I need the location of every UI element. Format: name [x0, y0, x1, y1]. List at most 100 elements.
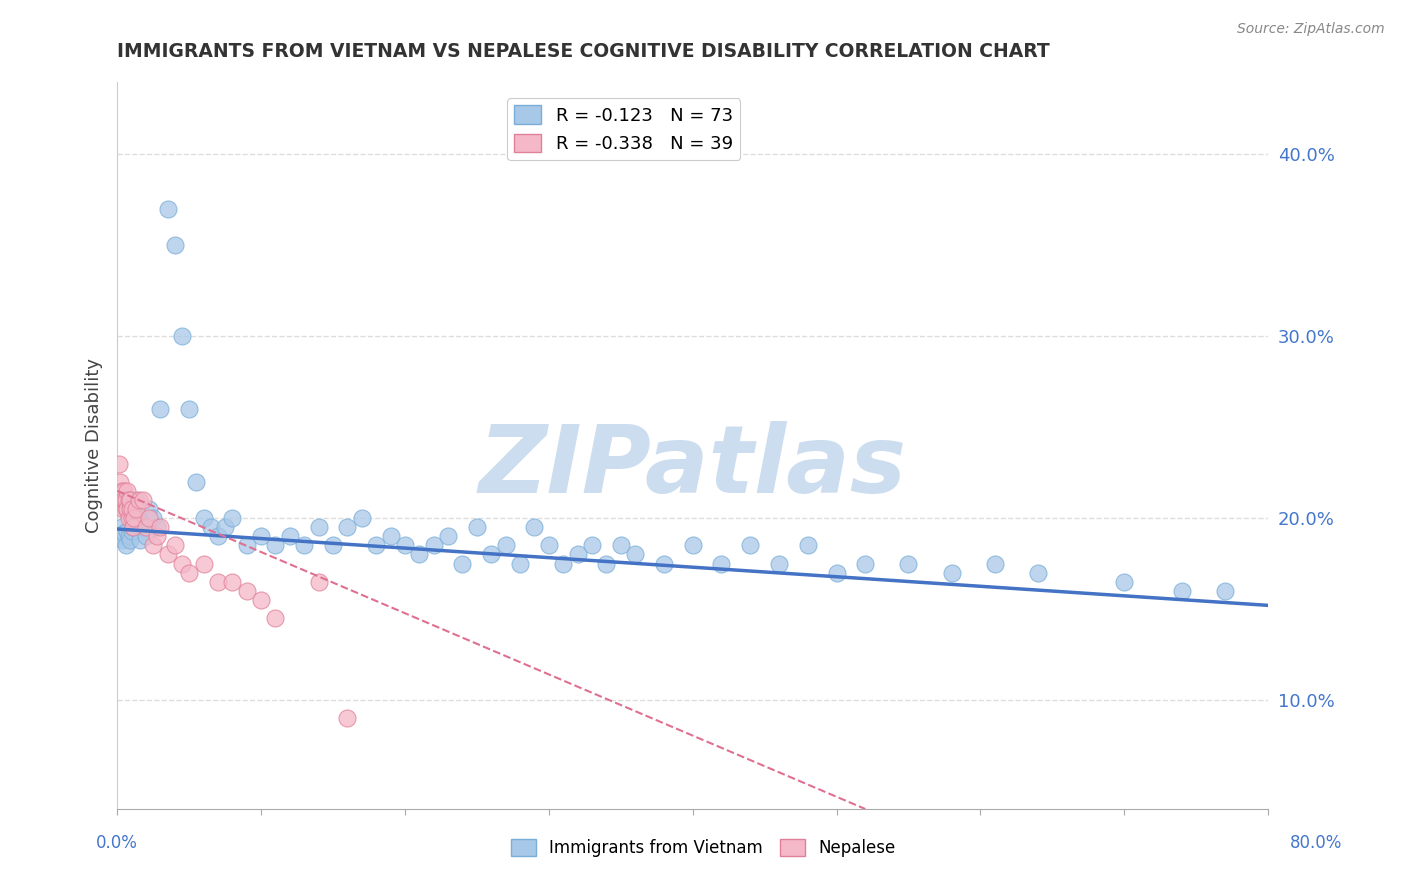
Point: [138, 502, 160, 516]
Point: [609, 538, 631, 552]
Point: [111, 533, 134, 547]
Point: [163, 238, 186, 252]
Point: [132, 520, 155, 534]
Point: [193, 511, 215, 525]
Point: [118, 492, 141, 507]
Y-axis label: Cognitive Disability: Cognitive Disability: [86, 358, 103, 533]
Point: [121, 511, 143, 525]
Point: [146, 520, 169, 534]
Point: [624, 548, 647, 562]
Point: [897, 557, 920, 571]
Point: [408, 548, 430, 562]
Point: [207, 529, 229, 543]
Point: [142, 538, 165, 552]
Point: [336, 711, 359, 725]
Point: [214, 520, 236, 534]
Point: [138, 511, 160, 525]
Point: [567, 548, 589, 562]
Text: 80.0%: 80.0%: [1291, 834, 1343, 852]
Point: [595, 557, 617, 571]
Point: [235, 538, 257, 552]
Point: [380, 529, 402, 543]
Legend: Immigrants from Vietnam, Nepalese: Immigrants from Vietnam, Nepalese: [505, 832, 901, 864]
Point: [112, 525, 135, 540]
Point: [250, 529, 273, 543]
Point: [264, 611, 287, 625]
Point: [235, 583, 257, 598]
Point: [120, 502, 142, 516]
Point: [250, 593, 273, 607]
Point: [1114, 574, 1136, 589]
Point: [117, 502, 139, 516]
Point: [322, 538, 344, 552]
Point: [437, 529, 460, 543]
Point: [740, 538, 762, 552]
Point: [146, 529, 169, 543]
Point: [118, 511, 141, 525]
Point: [129, 533, 152, 547]
Point: [149, 402, 172, 417]
Point: [451, 557, 474, 571]
Point: [128, 511, 150, 525]
Point: [108, 529, 131, 543]
Point: [120, 533, 142, 547]
Point: [114, 492, 136, 507]
Point: [118, 529, 141, 543]
Point: [984, 557, 1007, 571]
Point: [156, 202, 179, 216]
Point: [149, 520, 172, 534]
Point: [768, 557, 790, 571]
Point: [1171, 583, 1194, 598]
Point: [336, 520, 359, 534]
Point: [114, 502, 136, 516]
Point: [1213, 583, 1236, 598]
Point: [193, 557, 215, 571]
Point: [121, 502, 143, 516]
Point: [509, 557, 531, 571]
Point: [110, 483, 132, 498]
Point: [186, 475, 208, 489]
Point: [170, 329, 193, 343]
Point: [308, 520, 330, 534]
Text: ZIPatlas: ZIPatlas: [478, 421, 907, 513]
Point: [108, 475, 131, 489]
Point: [853, 557, 876, 571]
Point: [124, 511, 146, 525]
Point: [114, 538, 136, 552]
Text: Source: ZipAtlas.com: Source: ZipAtlas.com: [1237, 22, 1385, 37]
Point: [135, 529, 157, 543]
Legend: R = -0.123   N = 73, R = -0.338   N = 39: R = -0.123 N = 73, R = -0.338 N = 39: [508, 98, 740, 161]
Point: [479, 548, 502, 562]
Point: [124, 502, 146, 516]
Point: [278, 529, 301, 543]
Point: [112, 483, 135, 498]
Point: [523, 520, 546, 534]
Point: [553, 557, 575, 571]
Point: [125, 492, 148, 507]
Point: [179, 566, 201, 580]
Point: [682, 538, 704, 552]
Point: [495, 538, 517, 552]
Point: [107, 457, 129, 471]
Point: [221, 574, 243, 589]
Point: [132, 492, 155, 507]
Point: [111, 502, 134, 516]
Point: [825, 566, 848, 580]
Point: [422, 538, 444, 552]
Point: [156, 548, 179, 562]
Point: [128, 492, 150, 507]
Text: 0.0%: 0.0%: [96, 834, 138, 852]
Point: [581, 538, 603, 552]
Point: [125, 502, 148, 516]
Point: [652, 557, 675, 571]
Point: [221, 511, 243, 525]
Point: [142, 511, 165, 525]
Point: [117, 483, 139, 498]
Point: [121, 524, 143, 538]
Point: [1026, 566, 1049, 580]
Point: [350, 511, 373, 525]
Point: [207, 574, 229, 589]
Point: [163, 538, 186, 552]
Text: IMMIGRANTS FROM VIETNAM VS NEPALESE COGNITIVE DISABILITY CORRELATION CHART: IMMIGRANTS FROM VIETNAM VS NEPALESE COGN…: [117, 42, 1050, 61]
Point: [941, 566, 963, 580]
